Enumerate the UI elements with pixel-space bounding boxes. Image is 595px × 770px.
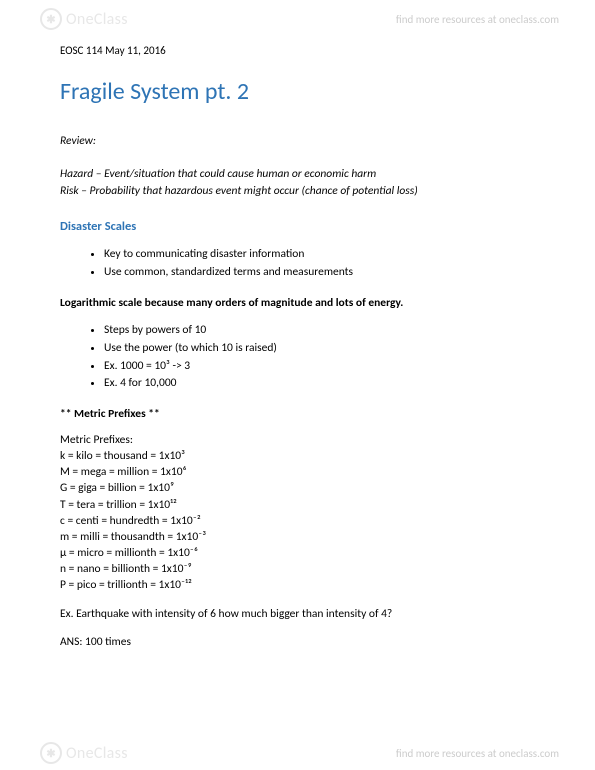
- prefix-list-label: Metric Prefixes:: [60, 433, 535, 447]
- scales-bullet-list: Key to communicating disaster informatio…: [60, 246, 535, 282]
- prefix-row: n = nano = billionth = 1x10⁻⁹: [60, 561, 535, 577]
- list-item: Use the power (to which 10 is raised): [104, 340, 535, 358]
- list-item: Key to communicating disaster informatio…: [104, 246, 535, 264]
- watermark-bottom: ✱ OneClass find more resources at onecla…: [0, 734, 595, 770]
- hazard-definition: Hazard – Event/situation that could caus…: [60, 166, 535, 183]
- watermark-top: ✱ OneClass find more resources at onecla…: [0, 0, 595, 36]
- document-body: EOSC 114 May 11, 2016 Fragile System pt.…: [0, 0, 595, 693]
- brand-word-class: Class: [94, 10, 128, 29]
- prefix-list: k = kilo = thousand = 1x10³ M = mega = m…: [60, 448, 535, 593]
- resources-link-bottom[interactable]: find more resources at oneclass.com: [396, 747, 559, 760]
- prefix-row: m = milli = thousandth = 1x10⁻³: [60, 529, 535, 545]
- example-answer: ANS: 100 times: [60, 635, 535, 649]
- brand-name: OneClass: [66, 10, 128, 29]
- list-item: Use common, standardized terms and measu…: [104, 264, 535, 282]
- definitions-block: Hazard – Event/situation that could caus…: [60, 166, 535, 199]
- logo-circle-icon: ✱: [40, 742, 62, 764]
- risk-definition: Risk – Probability that hazardous event …: [60, 183, 535, 200]
- disaster-scales-heading: Disaster Scales: [60, 219, 535, 234]
- brand-word-one: One: [66, 744, 94, 763]
- prefix-row: k = kilo = thousand = 1x10³: [60, 448, 535, 464]
- list-item: Ex. 1000 = 10³ -> 3: [104, 358, 535, 376]
- review-label: Review:: [60, 134, 535, 148]
- prefix-row: T = tera = trillion = 1x10¹²: [60, 497, 535, 513]
- prefix-row: µ = micro = millionth = 1x10⁻⁶: [60, 545, 535, 561]
- brand-name-bottom: OneClass: [66, 744, 128, 763]
- prefix-row: M = mega = million = 1x10⁶: [60, 464, 535, 480]
- metric-prefixes-title: ** Metric Prefixes **: [60, 407, 535, 421]
- course-date-line: EOSC 114 May 11, 2016: [60, 44, 535, 57]
- log-scale-paragraph: Logarithmic scale because many orders of…: [60, 296, 535, 310]
- log-bullet-list: Steps by powers of 10 Use the power (to …: [60, 322, 535, 393]
- prefix-row: P = pico = trillionth = 1x10⁻¹²: [60, 577, 535, 593]
- brand-logo-bottom: ✱ OneClass: [40, 742, 128, 764]
- logo-circle-icon: ✱: [40, 8, 62, 30]
- resources-link-top[interactable]: find more resources at oneclass.com: [396, 13, 559, 26]
- list-item: Ex. 4 for 10,000: [104, 375, 535, 393]
- prefix-row: c = centi = hundredth = 1x10⁻²: [60, 513, 535, 529]
- brand-word-class: Class: [94, 744, 128, 763]
- prefix-row: G = giga = billion = 1x10⁹: [60, 480, 535, 496]
- brand-word-one: One: [66, 10, 94, 29]
- brand-logo: ✱ OneClass: [40, 8, 128, 30]
- example-question: Ex. Earthquake with intensity of 6 how m…: [60, 607, 535, 621]
- list-item: Steps by powers of 10: [104, 322, 535, 340]
- page-title: Fragile System pt. 2: [60, 77, 535, 106]
